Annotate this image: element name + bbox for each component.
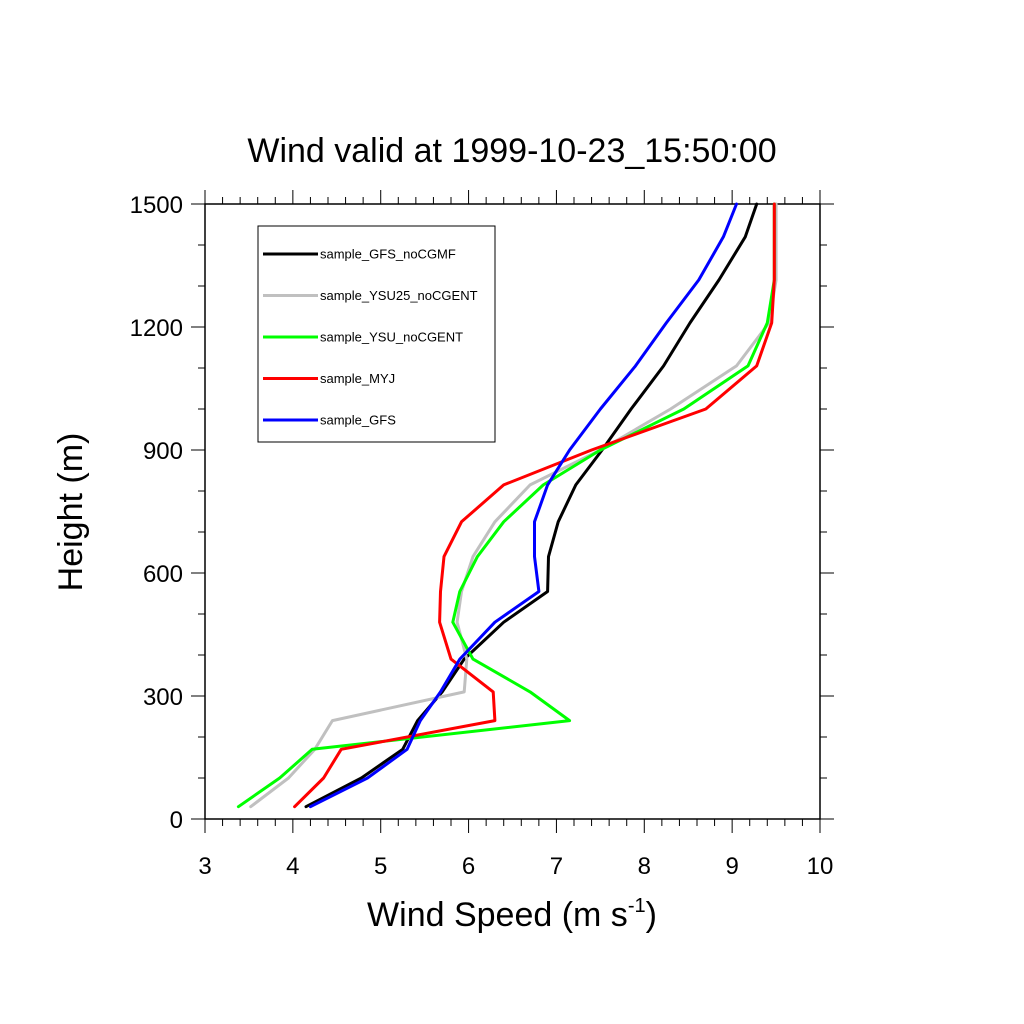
x-tick-label: 8 bbox=[638, 853, 651, 880]
x-axis-title-superscript: -1 bbox=[628, 895, 646, 917]
y-tick-label: 900 bbox=[143, 438, 183, 465]
x-tick-label: 3 bbox=[198, 853, 211, 880]
y-tick-labels: 0 300 600 900 1200 1500 bbox=[130, 192, 183, 834]
series-line-sample_GFS bbox=[308, 202, 738, 809]
y-axis-title: Height (m) bbox=[52, 433, 90, 592]
axis-ticks bbox=[191, 190, 834, 833]
y-tick-label: 600 bbox=[143, 561, 183, 588]
x-tick-label: 5 bbox=[374, 853, 387, 880]
x-tick-label: 4 bbox=[286, 853, 299, 880]
x-tick-label: 9 bbox=[725, 853, 738, 880]
series-line-sample_YSU_noCGENT bbox=[236, 202, 776, 809]
legend-label: sample_YSU_noCGENT bbox=[320, 330, 463, 345]
legend: sample_GFS_noCGMF sample_YSU25_noCGENTsam… bbox=[257, 225, 496, 443]
series-line-sample_MYJ bbox=[293, 202, 776, 809]
y-tick-label: 1200 bbox=[130, 315, 183, 342]
x-axis-title-main: Wind Speed (m s bbox=[367, 896, 628, 934]
x-tick-label: 10 bbox=[807, 853, 834, 880]
series-lines bbox=[236, 202, 778, 809]
x-axis-title: Wind Speed (m s-1) bbox=[367, 895, 657, 934]
y-tick-label: 300 bbox=[143, 684, 183, 711]
series-line-sample_GFS_noCGMF bbox=[304, 202, 759, 809]
chart-title: Wind valid at 1999-10-23_15:50:00 bbox=[247, 132, 776, 170]
plot-area bbox=[204, 203, 821, 820]
legend-label: sample_GFS_noCGMF bbox=[320, 247, 456, 262]
legend-label: sample_GFS bbox=[320, 413, 396, 428]
legend-items: sample_GFS_noCGMF sample_YSU25_noCGENTsam… bbox=[263, 247, 478, 428]
x-tick-label: 6 bbox=[462, 853, 475, 880]
legend-label: sample_YSU25_noCGENT bbox=[320, 288, 478, 303]
y-tick-label: 1500 bbox=[130, 192, 183, 219]
x-tick-label: 7 bbox=[550, 853, 563, 880]
series-line-sample_YSU25_noCGENT bbox=[249, 202, 778, 809]
legend-label: sample_MYJ bbox=[320, 371, 395, 386]
x-tick-labels: 3 4 5 6 7 8 9 10 bbox=[198, 853, 833, 880]
x-axis-title-close: ) bbox=[646, 896, 657, 934]
plot-frame bbox=[204, 203, 821, 820]
legend-box bbox=[257, 225, 496, 443]
y-tick-label: 0 bbox=[170, 807, 183, 834]
